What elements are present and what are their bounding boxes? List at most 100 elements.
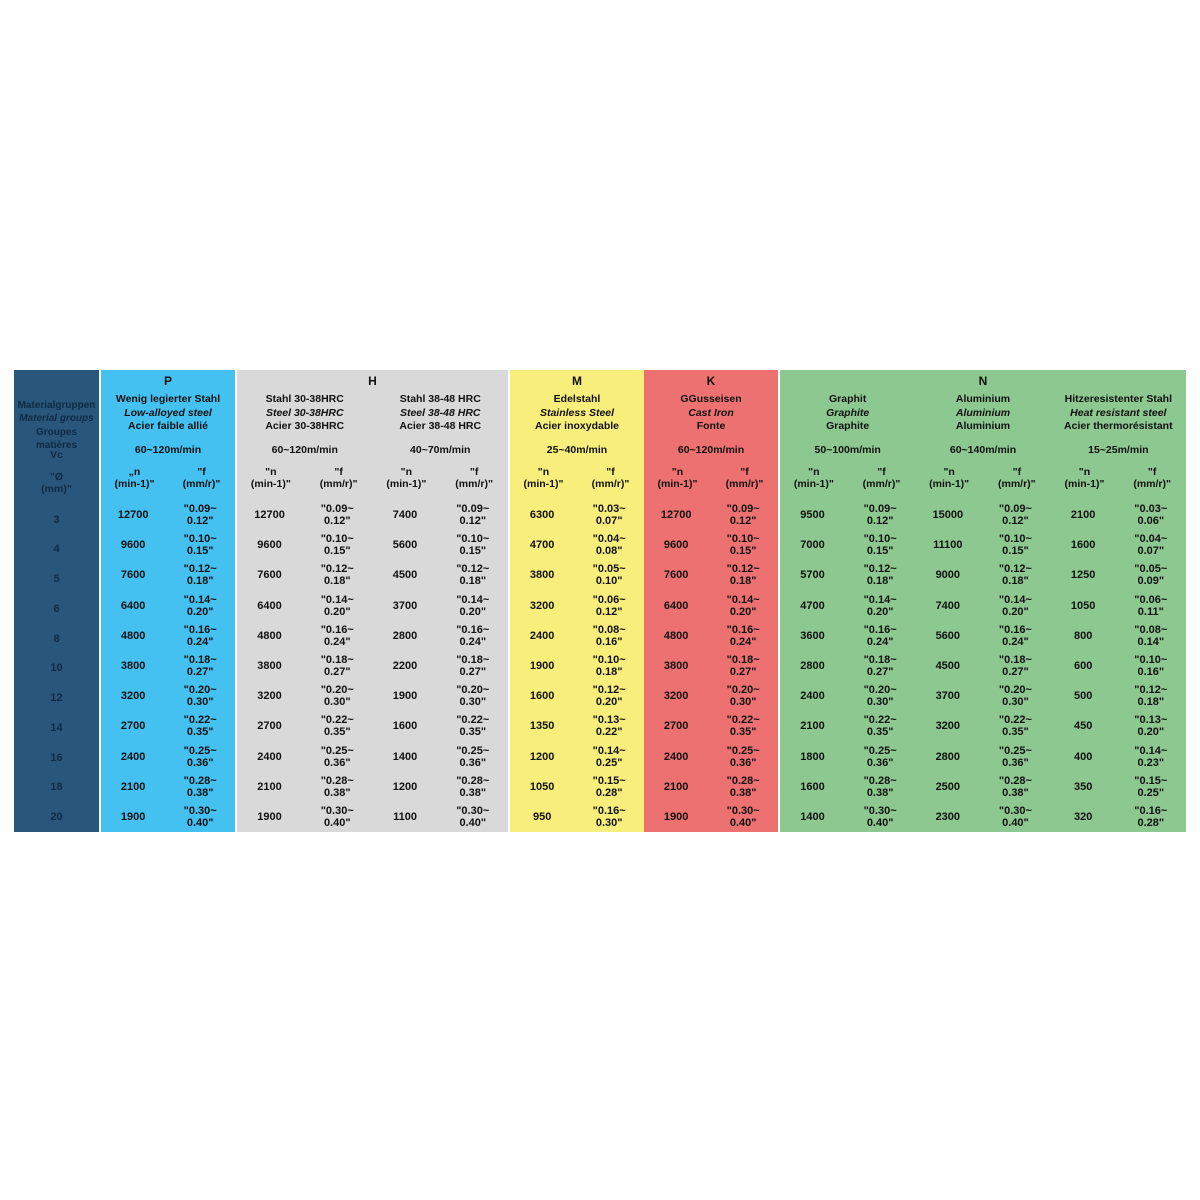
material-name: Aluminium Aluminium Aluminium	[915, 392, 1050, 437]
feed-range-value: "0.16~ 0.24"	[302, 624, 372, 648]
data-row: 9500 "0.09~ 0.12"	[780, 500, 915, 530]
spindle-speed-value: 1400	[800, 810, 825, 823]
feed-line: 0.24"	[459, 635, 487, 648]
material-name-fr: Acier faible allié	[128, 420, 208, 432]
feed-line: 0.12"	[1002, 515, 1029, 528]
diameter-value: 14	[50, 721, 63, 734]
feed-line: 0.24"	[1002, 635, 1029, 648]
feed-line: "0.28~	[863, 774, 897, 787]
material-name: Graphit Graphite Graphite	[780, 392, 915, 437]
spindle-speed-value: 4500	[935, 660, 961, 673]
feed-range-value: "0.04~ 0.07"	[1116, 533, 1186, 557]
feed-line: 0.12"	[459, 515, 487, 528]
data-row: 2400 "0.08~ 0.16"	[510, 621, 644, 651]
feed-line: 0.07"	[1137, 545, 1165, 558]
spindle-speed-value: 1350	[529, 720, 555, 733]
header-line: (min-1)"	[657, 478, 698, 490]
feed-line: 0.20"	[595, 696, 623, 709]
data-row: 500 "0.12~ 0.18"	[1051, 681, 1186, 711]
feed-range-value: "0.22~ 0.35"	[708, 714, 778, 738]
data-row: 1900 "0.30~ 0.40"	[237, 802, 373, 832]
spindle-speed-value: 6400	[120, 599, 146, 612]
feed-line: "0.30~	[456, 804, 490, 817]
diameter-header-line2: (mm)"	[41, 483, 72, 496]
feed-range-value: "0.25~ 0.36"	[302, 745, 372, 769]
feed-range-value: "0.20~ 0.30"	[708, 684, 778, 708]
cutting-speed: 15~25m/min	[1088, 444, 1149, 456]
feed-range-value: "0.25~ 0.36"	[845, 745, 915, 769]
feed-range-value: "0.09~ 0.12"	[438, 503, 508, 527]
feed-range-value: "0.20~ 0.30"	[438, 684, 508, 708]
feed-line: 0.20"	[729, 605, 757, 618]
header-line: "f	[469, 466, 479, 478]
header-line: „n	[128, 466, 141, 478]
header-line: "f	[1012, 466, 1022, 478]
feed-range-value: "0.28~ 0.38"	[708, 775, 778, 799]
feed-line: 0.36"	[323, 756, 351, 769]
header-line: "n	[265, 466, 277, 478]
spindle-speed-value: 9000	[935, 569, 961, 582]
feed-line: 0.38"	[186, 786, 214, 799]
feed-range-value: "0.28~ 0.38"	[845, 775, 915, 799]
section-M-groups: Edelstahl Stainless Steel Acier inoxydable…	[510, 392, 644, 832]
feed-line: 0.12"	[866, 515, 894, 528]
section-letter-P: P	[163, 374, 172, 388]
feed-line: 0.25"	[595, 756, 623, 769]
feed-line: 0.25"	[1137, 786, 1165, 799]
f-column-header: "f (mm/r)"	[305, 466, 373, 500]
feed-line: "0.16~	[456, 623, 490, 636]
feed-range-value: "0.12~ 0.18"	[1116, 684, 1186, 708]
data-row: 3800 "0.05~ 0.10"	[510, 560, 644, 590]
feed-range-value: "0.10~ 0.15"	[438, 533, 508, 557]
feed-line: 0.12"	[186, 515, 214, 528]
spindle-speed-value: 9600	[663, 539, 689, 552]
data-row: 3200 "0.06~ 0.12"	[510, 591, 644, 621]
feed-line: 0.22"	[595, 726, 623, 739]
data-rows: 9500 "0.09~ 0.12" 7000 "0.10~ 0.15" 5700 "0.12~…	[780, 500, 915, 832]
feed-line: 0.20"	[1002, 605, 1029, 618]
feed-range-value: "0.15~ 0.25"	[1116, 775, 1186, 799]
material-name-en: Graphite	[826, 406, 870, 419]
material-name-en: Cast Iron	[688, 406, 734, 419]
spindle-speed-value: 3200	[257, 690, 282, 703]
header-line: "f	[877, 466, 886, 478]
feed-line: "0.30~	[998, 804, 1032, 817]
feed-line: "0.20~	[183, 684, 217, 697]
spindle-speed-value: 1600	[1070, 539, 1096, 552]
feed-line: 0.20"	[1137, 726, 1165, 739]
spindle-speed-value: 3700	[935, 690, 961, 703]
feed-line: "0.08~	[1134, 623, 1168, 636]
data-row: 3800 "0.18~ 0.27"	[237, 651, 373, 681]
data-row: 5600 "0.10~ 0.15"	[373, 530, 509, 560]
feed-line: 0.27"	[729, 666, 757, 679]
feed-line: 0.30"	[1002, 696, 1029, 709]
data-row: 7400 "0.09~ 0.12"	[373, 500, 509, 530]
data-row: 2500 "0.28~ 0.38"	[915, 772, 1050, 802]
data-row: 9000 "0.12~ 0.18"	[915, 560, 1050, 590]
feed-range-value: "0.25~ 0.36"	[438, 745, 508, 769]
feed-range-value: "0.18~ 0.27"	[438, 654, 508, 678]
diameter-value: 4	[53, 543, 60, 556]
material-group: Hitzeresistenter Stahl Heat resistant ste…	[1051, 392, 1186, 832]
data-row: 1400 "0.25~ 0.36"	[373, 742, 509, 772]
diameter-row: 4	[14, 535, 99, 565]
spindle-speed-value: 2800	[800, 660, 825, 673]
feed-line: "0.22~	[183, 714, 217, 727]
feed-line: 0.30"	[595, 816, 623, 829]
spindle-speed-value: 7600	[120, 569, 146, 582]
data-row: 1350 "0.13~ 0.22"	[510, 711, 644, 741]
column-headers: "n (min-1)" "f (mm/r)"	[510, 463, 644, 500]
cutting-speed: 25~40m/min	[546, 444, 608, 456]
feed-line: "0.16~	[183, 623, 217, 636]
data-row: 1800 "0.25~ 0.36"	[780, 742, 915, 772]
spindle-speed-value: 5700	[800, 569, 825, 582]
feed-line: 0.35"	[729, 726, 757, 739]
feed-line: 0.24"	[866, 635, 894, 648]
n-column-header: "n (min-1)"	[237, 466, 305, 500]
material-group: Stahl 30-38HRC Steel 30-38HRC Acier 30-38H…	[237, 392, 373, 832]
feed-line: "0.06~	[1134, 593, 1168, 606]
diameter-value: 8	[53, 632, 60, 645]
feed-line: 0.40"	[459, 816, 487, 829]
data-row: 6400 "0.14~ 0.20"	[644, 591, 778, 621]
spindle-speed-value: 3800	[663, 660, 689, 673]
